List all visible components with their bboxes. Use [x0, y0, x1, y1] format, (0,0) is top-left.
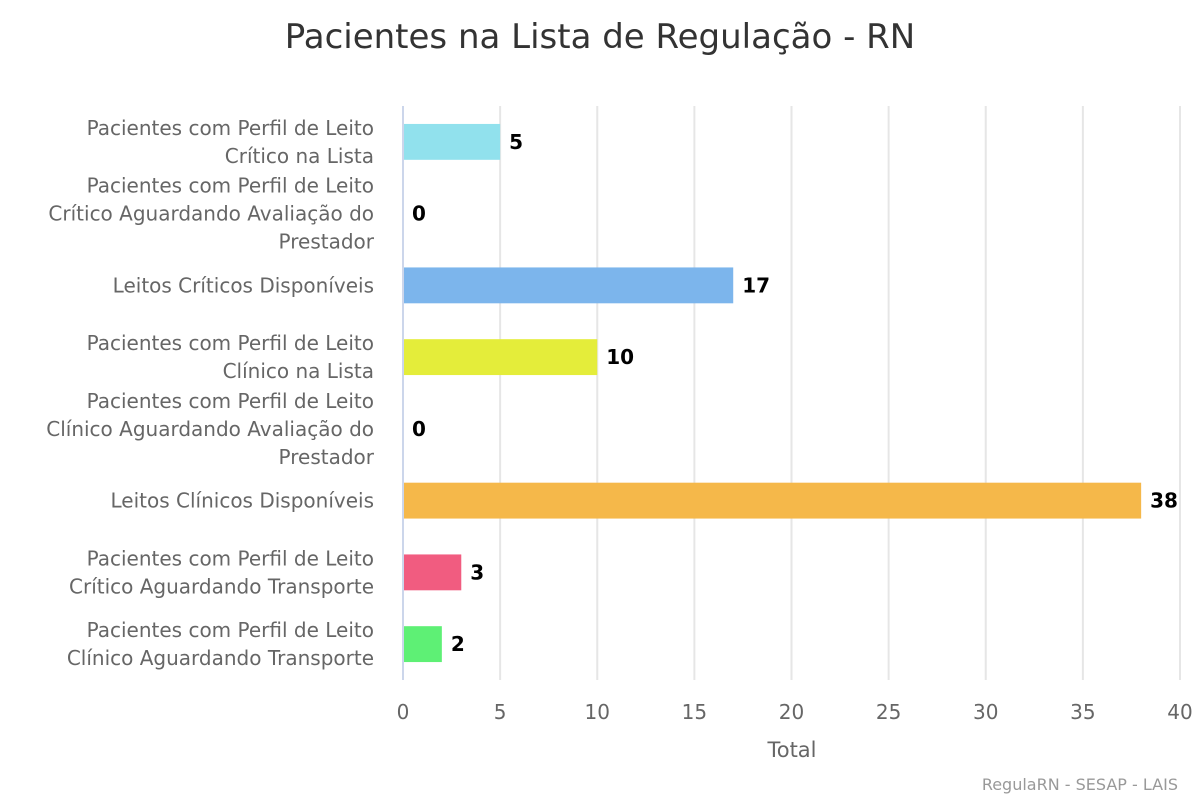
category-label-line: Pacientes com Perfil de Leito: [87, 331, 374, 355]
x-axis-ticks: 0 5 10 15 20 25 30 35 40: [397, 700, 1193, 724]
data-label: 0: [412, 202, 426, 226]
category-label-line: Pacientes com Perfil de Leito: [87, 389, 374, 413]
data-label: 2: [451, 632, 465, 656]
category-label-line: Pacientes com Perfil de Leito: [87, 116, 374, 140]
data-label: 3: [470, 560, 484, 584]
chart-title: Pacientes na Lista de Regulação - RN: [285, 17, 915, 57]
category-label: Pacientes com Perfil de Leito Clínico Agu…: [46, 389, 375, 469]
bar: [404, 626, 442, 663]
category-labels: Pacientes com Perfil de Leito Crítico na …: [46, 116, 375, 670]
x-tick-label: 40: [1167, 700, 1192, 724]
category-label-line: Pacientes com Perfil de Leito: [87, 174, 374, 198]
category-label-line: Pacientes com Perfil de Leito: [87, 546, 374, 570]
x-tick-label: 35: [1070, 700, 1095, 724]
category-label-line: Leitos Clínicos Disponíveis: [111, 489, 375, 513]
x-tick-label: 25: [876, 700, 901, 724]
bars: [404, 123, 1142, 663]
category-label-line: Clínico Aguardando Transporte: [67, 646, 374, 670]
bar: [404, 554, 462, 591]
category-label: Pacientes com Perfil de Leito Clínico na …: [87, 331, 374, 383]
x-tick-label: 0: [397, 700, 410, 724]
data-label: 17: [742, 273, 770, 297]
category-label: Pacientes com Perfil de Leito Crítico na …: [87, 116, 374, 168]
x-tick-label: 15: [682, 700, 707, 724]
bar: [404, 339, 598, 376]
category-label: Pacientes com Perfil de Leito Crítico Agu…: [69, 546, 374, 598]
x-tick-label: 5: [494, 700, 507, 724]
category-label-line: Prestador: [279, 230, 375, 254]
category-label: Leitos Críticos Disponíveis: [113, 273, 374, 297]
data-label: 0: [412, 417, 426, 441]
x-tick-label: 20: [779, 700, 804, 724]
data-label: 10: [606, 345, 634, 369]
category-label: Pacientes com Perfil de Leito Crítico Agu…: [48, 174, 374, 254]
data-label: 5: [509, 130, 523, 154]
grid: [402, 106, 1181, 680]
bar: [404, 482, 1142, 519]
x-tick-label: 10: [585, 700, 610, 724]
category-label-line: Crítico Aguardando Avaliação do: [48, 202, 374, 226]
category-label-line: Crítico Aguardando Transporte: [69, 574, 374, 598]
category-label-line: Crítico na Lista: [225, 144, 374, 168]
x-tick-label: 30: [973, 700, 998, 724]
data-label: 38: [1150, 489, 1178, 513]
credits: RegulaRN - SESAP - LAIS: [982, 775, 1178, 794]
category-label-line: Leitos Críticos Disponíveis: [113, 273, 374, 297]
category-label-line: Pacientes com Perfil de Leito: [87, 618, 374, 642]
category-label-line: Clínico na Lista: [223, 359, 374, 383]
category-label: Leitos Clínicos Disponíveis: [111, 489, 375, 513]
bar: [404, 123, 501, 160]
data-labels: 5 0 17 10 0 38 3 2: [412, 130, 1178, 656]
bar: [404, 267, 734, 304]
category-label-line: Prestador: [279, 445, 375, 469]
category-label-line: Clínico Aguardando Avaliação do: [46, 417, 374, 441]
category-label: Pacientes com Perfil de Leito Clínico Agu…: [67, 618, 374, 670]
x-axis-title: Total: [766, 738, 816, 762]
